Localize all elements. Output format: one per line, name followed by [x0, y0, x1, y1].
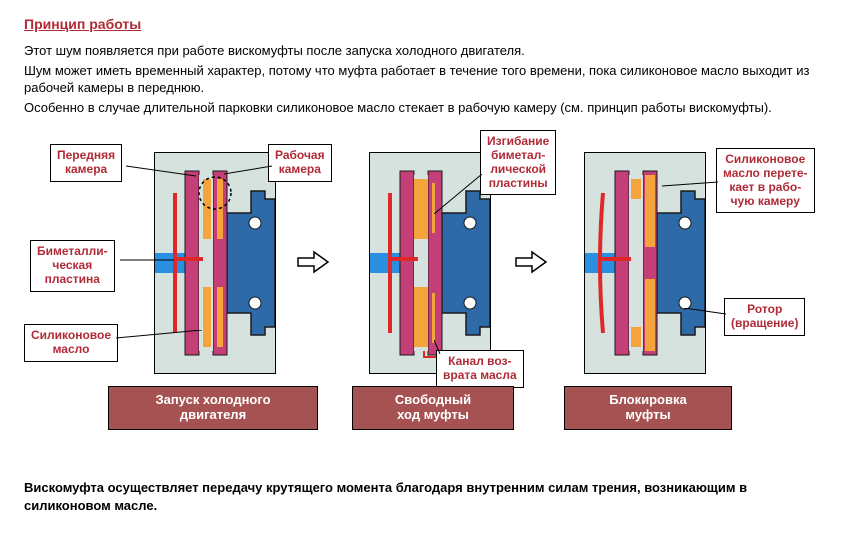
label-front-chamber: Передняякамера — [50, 144, 122, 182]
paragraph: Этот шум появляется при работе вискомуфт… — [24, 42, 827, 60]
coupling-cross-section-icon — [370, 153, 490, 373]
label-work-chamber: Рабочаякамера — [268, 144, 332, 182]
arrow-right-icon — [514, 250, 548, 274]
diagram-panel-3 — [584, 152, 706, 374]
caption-panel-1: Запуск холодногодвигателя — [108, 386, 318, 430]
label-rotor: Ротор(вращение) — [724, 298, 805, 336]
coupling-cross-section-icon — [585, 153, 705, 373]
arrow-right-icon — [296, 250, 330, 274]
figure: Передняякамера Рабочаякамера Биметалли-ч… — [24, 130, 827, 465]
label-oil-flows: Силиконовоемасло перете-кает в рабо-чую … — [716, 148, 815, 213]
section-title: Принцип работы — [24, 16, 827, 32]
caption-panel-3: Блокировкамуфты — [564, 386, 732, 430]
label-bimetal-bend: Изгибаниебиметал-лическойпластины — [480, 130, 556, 195]
caption-panel-2: Свободныйход муфты — [352, 386, 514, 430]
label-bimetal-plate: Биметалли-ческаяпластина — [30, 240, 115, 291]
footer-paragraph: Вискомуфта осуществляет передачу крутяще… — [24, 479, 827, 514]
coupling-cross-section-icon — [155, 153, 275, 373]
diagram-panel-2 — [369, 152, 491, 374]
diagram-panel-1 — [154, 152, 276, 374]
label-silicone-oil: Силиконовоемасло — [24, 324, 118, 362]
paragraph: Особенно в случае длительной парковки си… — [24, 99, 827, 117]
paragraph: Шум может иметь временный характер, пото… — [24, 62, 827, 97]
label-return-channel: Канал воз-врата масла — [436, 350, 524, 388]
